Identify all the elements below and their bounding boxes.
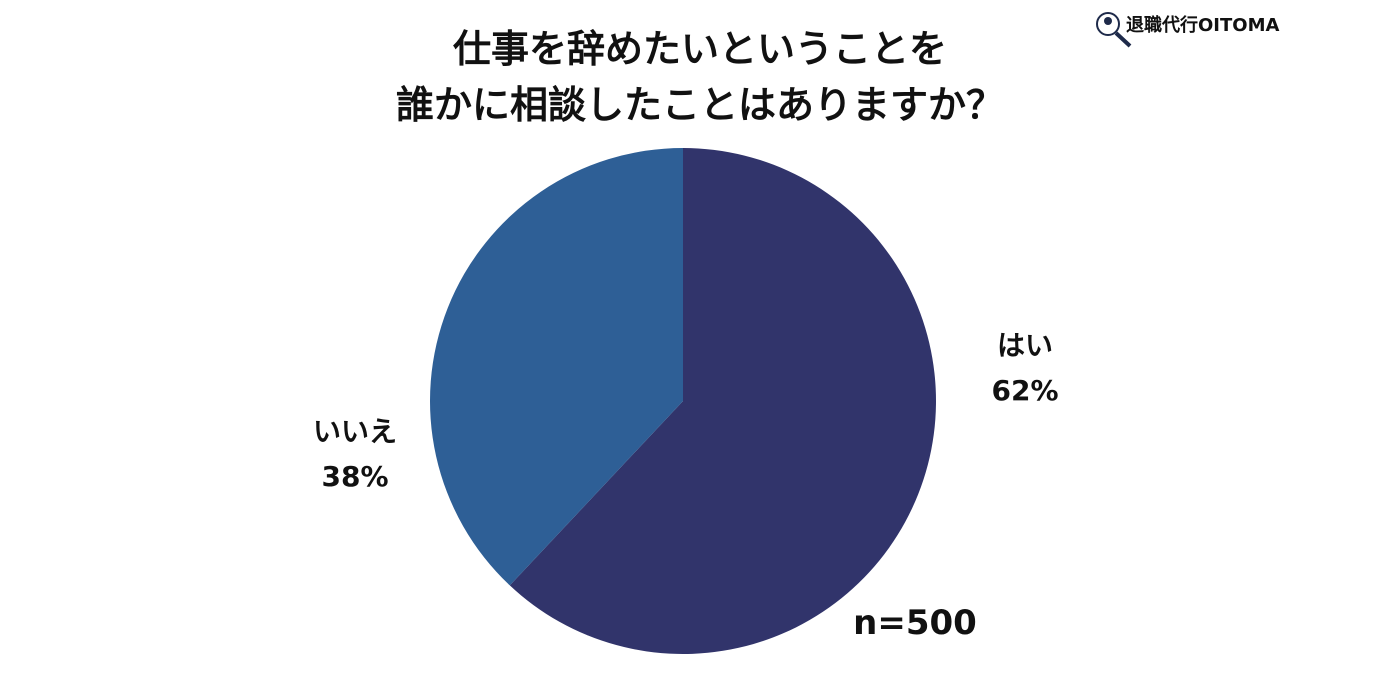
pie-slice	[429, 148, 683, 586]
value-label: 62%	[991, 374, 1058, 407]
sample-size: n=500	[853, 603, 977, 643]
value-label: 38%	[321, 460, 388, 493]
brand-logo: 退職代行OITOMA	[1096, 12, 1279, 48]
chart-title: 仕事を辞めたいということを	[453, 27, 947, 71]
slice-label: いいえ	[313, 415, 397, 448]
slice-label: はい	[997, 329, 1053, 362]
logo-icon	[1104, 17, 1112, 25]
logo-icon	[1096, 12, 1120, 36]
brand-name: 退職代行OITOMA	[1126, 14, 1279, 36]
pie-slice	[509, 148, 936, 654]
logo-icon	[1114, 31, 1132, 48]
chart-title: 誰かに相談したことはありますか？	[396, 83, 1004, 127]
